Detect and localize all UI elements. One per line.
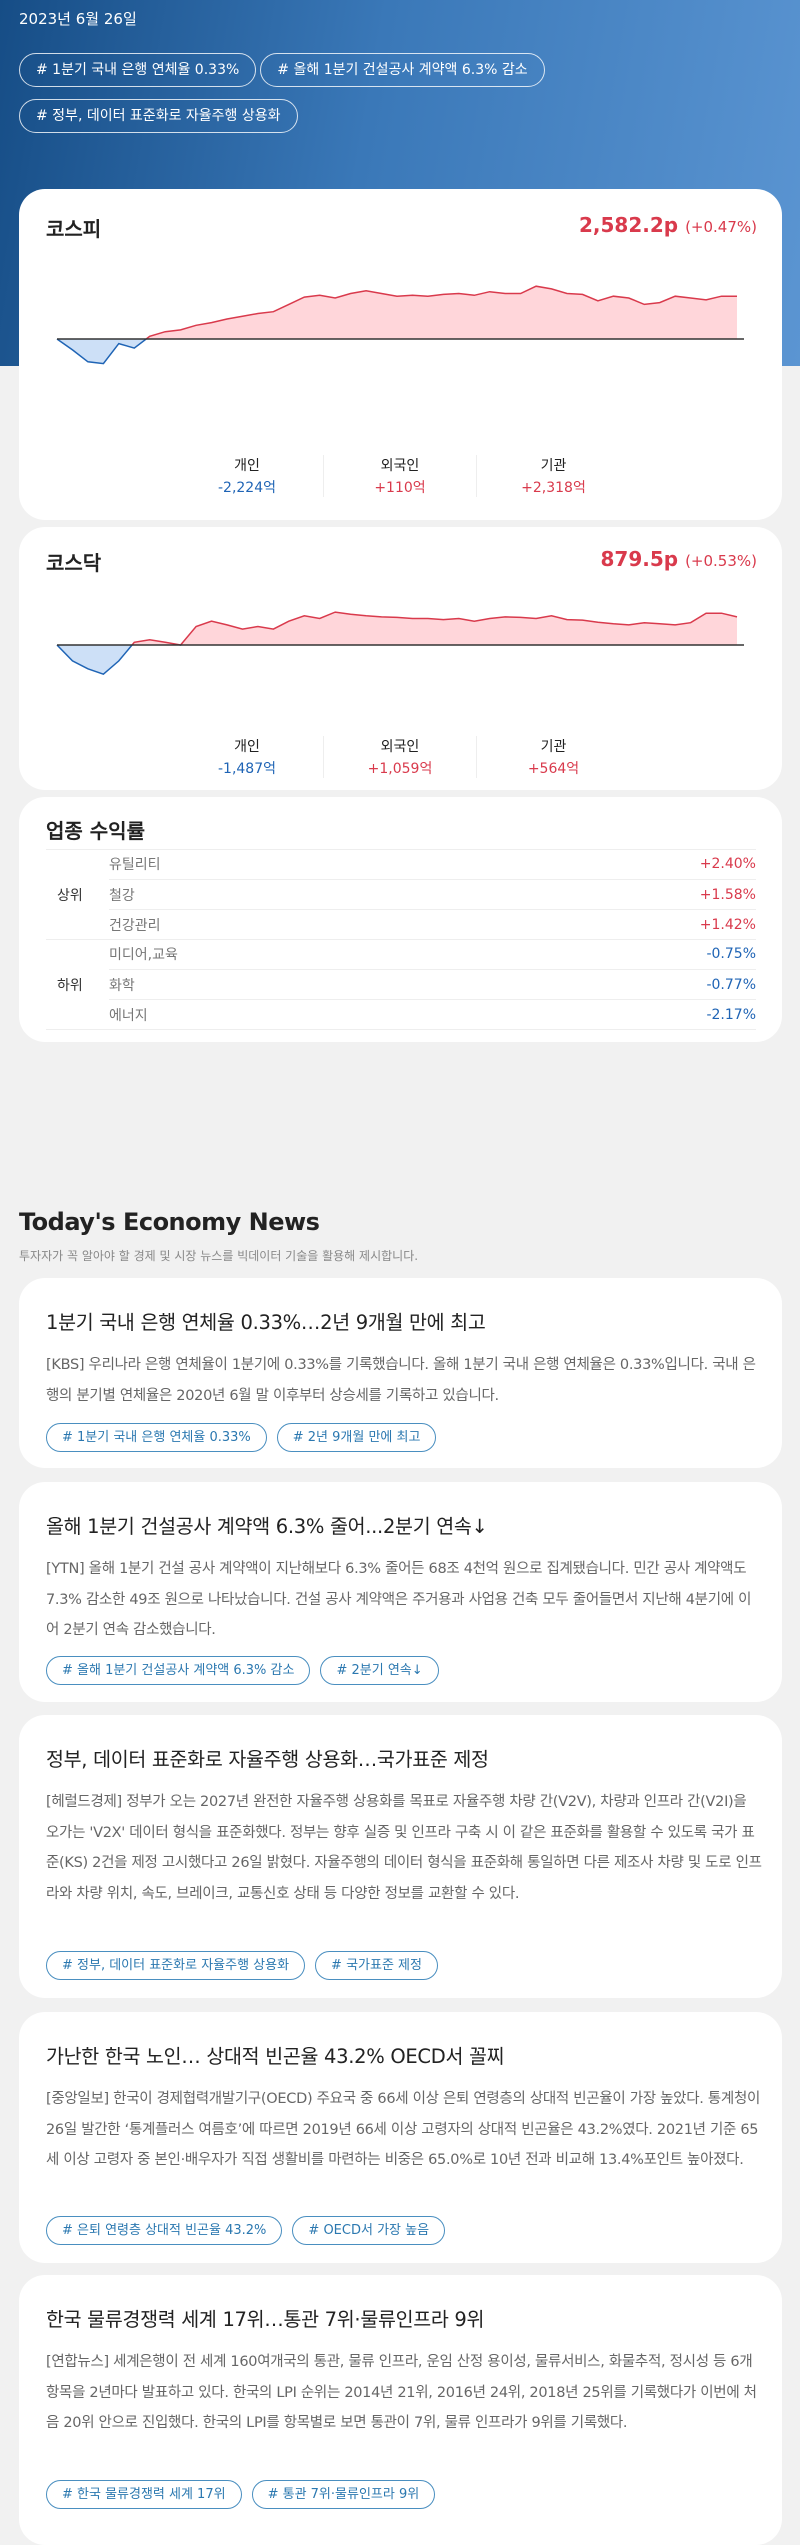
sector-row: 화학 -0.77% [109, 969, 756, 999]
up-area [57, 612, 737, 645]
news-body: [KBS] 우리나라 은행 연체율이 1분기에 0.33%를 기록했습니다. 올… [46, 1357, 756, 1404]
investor-institution: 기관 +2,318억 [521, 458, 586, 496]
news-tag[interactable]: # 국가표준 제정 [315, 1951, 438, 1980]
up-line [57, 611, 738, 645]
news-tag[interactable]: # 2분기 연속↓ [320, 1656, 439, 1685]
kospi-chart [56, 285, 744, 365]
investor-individual: 개인 -2,224억 [171, 455, 324, 497]
news-tag[interactable]: # 은퇴 연령층 상대적 빈곤율 43.2% [46, 2216, 283, 2245]
news-card[interactable]: 1분기 국내 은행 연체율 0.33%…2년 9개월 만에 최고 [KBS] 우… [19, 1278, 782, 1468]
sector-row: 미디어,교육 -0.75% [109, 946, 756, 963]
investor-individual: 개인 -1,487억 [171, 736, 324, 778]
kosdaq-chart [56, 611, 744, 676]
market-price: 2,582.2p (+0.47%) [579, 213, 757, 237]
sector-row: 에너지 -2.17% [109, 999, 756, 1029]
news-body: [중앙일보] 한국이 경제협력개발기구(OECD) 주요국 중 66세 이상 은… [46, 2091, 761, 2169]
hero-tags: # 1분기 국내 은행 연체율 0.33% # 올해 1분기 건설공사 계약액 6… [19, 53, 639, 145]
up-area [57, 286, 737, 339]
sector-row: 철강 +1.58% [109, 879, 756, 909]
news-body: [헤럴드경제] 정부가 오는 2027년 완전한 자율주행 상용화를 목표로 자… [46, 1794, 762, 1902]
news-card[interactable]: 가난한 한국 노인… 상대적 빈곤율 43.2% OECD서 꼴찌 [중앙일보]… [19, 2012, 782, 2263]
market-name: 코스닥 [46, 551, 102, 575]
news-subtitle: 투자자가 꼭 알아야 할 경제 및 시장 뉴스를 빅데이터 기술을 활용해 제시… [19, 1249, 419, 1263]
investor-flows: 개인 -1,487억 외국인 +1,059억 기관 +564억 [171, 736, 631, 778]
news-title[interactable]: 정부, 데이터 표준화로 자율주행 상용화…국가표준 제정 [46, 1748, 489, 1771]
top-group-label: 상위 [57, 888, 83, 904]
news-tag[interactable]: # 1분기 국내 은행 연체율 0.33% [46, 1423, 267, 1452]
kospi-card: 코스피 2,582.2p (+0.47%) 개인 -2,224억 외국인 +110억… [19, 189, 782, 520]
bottom-group-label: 하위 [57, 978, 83, 994]
news-title[interactable]: 가난한 한국 노인… 상대적 빈곤율 43.2% OECD서 꼴찌 [46, 2045, 505, 2068]
sector-row: 건강관리 +1.42% [109, 909, 756, 939]
news-heading: Today's Economy News [19, 1208, 320, 1236]
down-area [57, 645, 737, 675]
news-tag[interactable]: # 올해 1분기 건설공사 계약액 6.3% 감소 [46, 1656, 311, 1685]
news-body: [연합뉴스] 세계은행이 전 세계 160여개국의 통관, 물류 인프라, 운임… [46, 2354, 757, 2432]
news-body: [YTN] 올해 1분기 건설 공사 계약액이 지난해보다 6.3% 줄어든 6… [46, 1561, 752, 1639]
up-line [57, 285, 737, 339]
hero-tag[interactable]: # 올해 1분기 건설공사 계약액 6.3% 감소 [260, 53, 545, 87]
news-title[interactable]: 올해 1분기 건설공사 계약액 6.3% 줄어...2분기 연속↓ [46, 1515, 488, 1538]
investor-institution: 기관 +564억 [527, 739, 580, 777]
down-area [57, 339, 737, 364]
sector-returns-card: 업종 수익률 상위 하위 유틸리티 +2.40% 철강 +1.58% 건강관리 +1.… [19, 797, 782, 1042]
news-title[interactable]: 1분기 국내 은행 연체율 0.33%…2년 9개월 만에 최고 [46, 1311, 486, 1334]
news-card[interactable]: 정부, 데이터 표준화로 자율주행 상용화…국가표준 제정 [헤럴드경제] 정부… [19, 1715, 782, 1998]
date: 2023년 6월 26일 [19, 10, 137, 28]
news-tag[interactable]: # 2년 9개월 만에 최고 [276, 1423, 437, 1452]
investor-foreign: 외국인 +1,059억 [324, 736, 477, 778]
news-card[interactable]: 올해 1분기 건설공사 계약액 6.3% 줄어...2분기 연속↓ [YTN] … [19, 1482, 782, 1702]
news-card[interactable]: 한국 물류경쟁력 세계 17위…통관 7위·물류인프라 9위 [연합뉴스] 세계… [19, 2275, 782, 2545]
market-price: 879.5p (+0.53%) [600, 547, 757, 571]
sector-title: 업종 수익률 [46, 819, 145, 843]
news-tag[interactable]: # 한국 물류경쟁력 세계 17위 [46, 2480, 242, 2509]
news-tag[interactable]: # OECD서 가장 높음 [292, 2216, 446, 2245]
investor-flows: 개인 -2,224억 외국인 +110억 기관 +2,318억 [171, 455, 631, 497]
news-tag[interactable]: # 통관 7위·물류인프라 9위 [251, 2480, 436, 2509]
news-tag[interactable]: # 정부, 데이터 표준화로 자율주행 상용화 [46, 1951, 306, 1980]
hero-tag[interactable]: # 정부, 데이터 표준화로 자율주행 상용화 [19, 99, 298, 133]
sector-row: 유틸리티 +2.40% [109, 856, 756, 873]
hero-tag[interactable]: # 1분기 국내 은행 연체율 0.33% [19, 53, 257, 87]
market-name: 코스피 [46, 217, 102, 241]
kosdaq-card: 코스닥 879.5p (+0.53%) 개인 -1,487억 외국인 +1,059억… [19, 527, 782, 790]
investor-foreign: 외국인 +110억 [324, 455, 477, 497]
news-title[interactable]: 한국 물류경쟁력 세계 17위…통관 7위·물류인프라 9위 [46, 2308, 485, 2331]
